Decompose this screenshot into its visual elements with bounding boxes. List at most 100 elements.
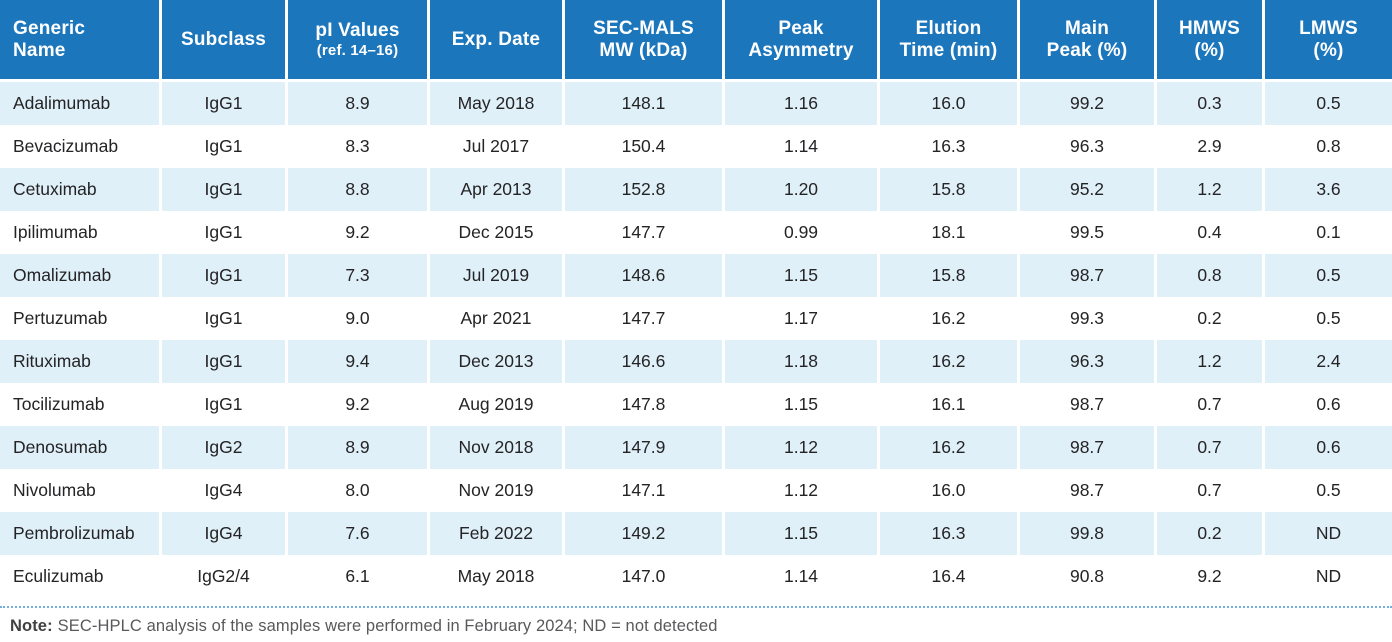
- header-cell-subclass: Subclass: [162, 0, 285, 79]
- cell-exp-date: Feb 2022: [430, 512, 562, 555]
- header-cell-lmws-line: LMWS: [1299, 17, 1358, 39]
- cell-exp-date: Dec 2015: [430, 211, 562, 254]
- cell-hmws: 0.7: [1157, 426, 1262, 469]
- cell-exp-date: May 2018: [430, 555, 562, 598]
- header-cell-hmws-line: HMWS: [1179, 17, 1240, 39]
- cell-pi-values: 8.9: [288, 426, 427, 469]
- header-cell-pi-values: pI Values (ref. 14–16): [288, 0, 427, 79]
- cell-pi-values: 8.8: [288, 168, 427, 211]
- cell-main-peak: 96.3: [1020, 125, 1154, 168]
- header-cell-main-peak-line: Peak (%): [1046, 39, 1128, 61]
- cell-exp-date: Apr 2013: [430, 168, 562, 211]
- cell-peak-asymmetry: 0.99: [725, 211, 877, 254]
- cell-generic-name: Denosumab: [0, 426, 159, 469]
- cell-hmws: 0.7: [1157, 469, 1262, 512]
- table-body: Adalimumab IgG1 8.9 May 2018 148.1 1.16 16.0 99…: [0, 82, 1392, 598]
- table-row: Nivolumab IgG4 8.0 Nov 2019 147.1 1.12 16.0 98.…: [0, 469, 1392, 512]
- cell-main-peak: 96.3: [1020, 340, 1154, 383]
- cell-exp-date: Nov 2019: [430, 469, 562, 512]
- cell-subclass: IgG4: [162, 469, 285, 512]
- table-row: Pembrolizumab IgG4 7.6 Feb 2022 149.2 1.15 16.…: [0, 512, 1392, 555]
- cell-peak-asymmetry: 1.20: [725, 168, 877, 211]
- header-cell-elution-time-line: Elution: [915, 17, 982, 39]
- sec-hplc-results-table: Generic Name Subclass pI Values (ref. 14–16)…: [0, 0, 1392, 598]
- cell-exp-date: May 2018: [430, 82, 562, 125]
- header-cell-sec-mals-mw: SEC-MALS MW (kDa): [565, 0, 722, 79]
- note-label: Note:: [10, 617, 53, 635]
- header-cell-pi-values-line: pI Values: [315, 20, 400, 41]
- cell-generic-name: Adalimumab: [0, 82, 159, 125]
- cell-main-peak: 99.5: [1020, 211, 1154, 254]
- cell-main-peak: 90.8: [1020, 555, 1154, 598]
- header-cell-generic-name-line: Name: [13, 39, 66, 61]
- cell-pi-values: 6.1: [288, 555, 427, 598]
- table-row: Rituximab IgG1 9.4 Dec 2013 146.6 1.18 16.2 96.…: [0, 340, 1392, 383]
- cell-lmws: 0.6: [1265, 383, 1392, 426]
- header-cell-exp-date: Exp. Date: [430, 0, 562, 79]
- table-row: Pertuzumab IgG1 9.0 Apr 2021 147.7 1.17 16.2 99…: [0, 297, 1392, 340]
- cell-elution-time: 15.8: [880, 168, 1017, 211]
- cell-lmws: 0.1: [1265, 211, 1392, 254]
- cell-elution-time: 16.4: [880, 555, 1017, 598]
- cell-generic-name: Pertuzumab: [0, 297, 159, 340]
- cell-main-peak: 98.7: [1020, 254, 1154, 297]
- cell-subclass: IgG4: [162, 512, 285, 555]
- cell-subclass: IgG1: [162, 168, 285, 211]
- cell-peak-asymmetry: 1.15: [725, 254, 877, 297]
- cell-lmws: 0.5: [1265, 82, 1392, 125]
- cell-lmws: 2.4: [1265, 340, 1392, 383]
- cell-subclass: IgG1: [162, 125, 285, 168]
- cell-sec-mals-mw: 147.0: [565, 555, 722, 598]
- cell-generic-name: Tocilizumab: [0, 383, 159, 426]
- cell-sec-mals-mw: 147.7: [565, 297, 722, 340]
- cell-lmws: ND: [1265, 512, 1392, 555]
- header-cell-sec-mals-mw-line: MW (kDa): [599, 39, 688, 61]
- cell-exp-date: Nov 2018: [430, 426, 562, 469]
- cell-sec-mals-mw: 147.9: [565, 426, 722, 469]
- header-cell-peak-asymmetry: Peak Asymmetry: [725, 0, 877, 79]
- cell-generic-name: Ipilimumab: [0, 211, 159, 254]
- table-row: Omalizumab IgG1 7.3 Jul 2019 148.6 1.15 15.8 98…: [0, 254, 1392, 297]
- header-cell-peak-asymmetry-line: Asymmetry: [748, 39, 854, 61]
- header-cell-elution-time: Elution Time (min): [880, 0, 1017, 79]
- table-row: Cetuximab IgG1 8.8 Apr 2013 152.8 1.20 15.8 95.…: [0, 168, 1392, 211]
- cell-hmws: 0.8: [1157, 254, 1262, 297]
- cell-hmws: 0.7: [1157, 383, 1262, 426]
- cell-lmws: 0.5: [1265, 297, 1392, 340]
- cell-hmws: 9.2: [1157, 555, 1262, 598]
- cell-main-peak: 98.7: [1020, 426, 1154, 469]
- cell-generic-name: Eculizumab: [0, 555, 159, 598]
- cell-hmws: 2.9: [1157, 125, 1262, 168]
- cell-peak-asymmetry: 1.15: [725, 512, 877, 555]
- cell-pi-values: 8.9: [288, 82, 427, 125]
- header-cell-main-peak-line: Main: [1064, 17, 1110, 39]
- cell-elution-time: 16.3: [880, 512, 1017, 555]
- cell-sec-mals-mw: 148.6: [565, 254, 722, 297]
- header-cell-main-peak: Main Peak (%): [1020, 0, 1154, 79]
- cell-exp-date: Jul 2019: [430, 254, 562, 297]
- header-cell-subclass-line: Subclass: [180, 28, 267, 50]
- table-row: Adalimumab IgG1 8.9 May 2018 148.1 1.16 16.0 99…: [0, 82, 1392, 125]
- cell-generic-name: Pembrolizumab: [0, 512, 159, 555]
- cell-lmws: 3.6: [1265, 168, 1392, 211]
- cell-pi-values: 9.2: [288, 211, 427, 254]
- cell-main-peak: 95.2: [1020, 168, 1154, 211]
- cell-elution-time: 16.0: [880, 469, 1017, 512]
- cell-generic-name: Cetuximab: [0, 168, 159, 211]
- cell-subclass: IgG2/4: [162, 555, 285, 598]
- cell-sec-mals-mw: 147.7: [565, 211, 722, 254]
- cell-main-peak: 98.7: [1020, 383, 1154, 426]
- cell-elution-time: 16.0: [880, 82, 1017, 125]
- table-note: Note: SEC-HPLC analysis of the samples we…: [0, 606, 1392, 636]
- cell-lmws: ND: [1265, 555, 1392, 598]
- cell-hmws: 0.3: [1157, 82, 1262, 125]
- cell-pi-values: 9.0: [288, 297, 427, 340]
- cell-subclass: IgG2: [162, 426, 285, 469]
- cell-main-peak: 98.7: [1020, 469, 1154, 512]
- cell-peak-asymmetry: 1.16: [725, 82, 877, 125]
- cell-sec-mals-mw: 147.1: [565, 469, 722, 512]
- header-cell-hmws-line: (%): [1194, 39, 1225, 61]
- cell-peak-asymmetry: 1.15: [725, 383, 877, 426]
- cell-elution-time: 16.2: [880, 297, 1017, 340]
- cell-subclass: IgG1: [162, 383, 285, 426]
